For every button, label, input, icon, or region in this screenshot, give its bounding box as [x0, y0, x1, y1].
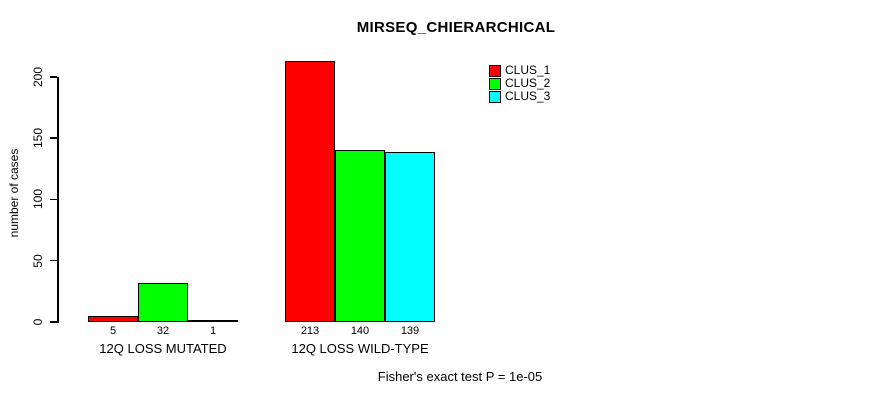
legend-item-label: CLUS_2 [505, 76, 551, 90]
y-axis-tick-label: 150 [31, 128, 45, 149]
bar-value-label: 213 [300, 325, 320, 337]
y-axis-line [57, 77, 59, 323]
bar-value-label: 32 [156, 325, 170, 337]
bar-value-label: 140 [350, 325, 370, 337]
category-label: 12Q LOSS MUTATED [99, 341, 227, 356]
bar-value-label: 1 [209, 325, 217, 337]
y-axis-tick [50, 76, 57, 78]
bar-value-label: 5 [109, 325, 117, 337]
y-axis-tick-label: 0 [31, 318, 45, 326]
category-label: 12Q LOSS WILD-TYPE [291, 341, 429, 356]
legend-item: CLUS_2 [489, 77, 550, 90]
y-axis-tick [50, 198, 57, 201]
y-axis-label: number of cases [7, 148, 21, 238]
bar-value-label: 139 [400, 325, 420, 337]
y-axis-tick-label: 100 [31, 189, 45, 210]
legend-item: CLUS_3 [489, 90, 550, 103]
bar-clus_1-group2 [285, 61, 335, 322]
clus_1-color-swatch [489, 64, 501, 77]
bar-clus_2-group1 [138, 283, 188, 322]
bar-clus_3-group2 [385, 152, 435, 322]
y-axis-tick-label: 200 [31, 66, 45, 87]
y-axis-tick [50, 137, 57, 139]
y-axis-tick-label: 50 [31, 254, 45, 268]
bar-clus_2-group2 [335, 150, 385, 322]
y-axis-tick [50, 259, 57, 262]
legend: CLUS_1 CLUS_2 CLUS_3 [489, 64, 550, 103]
bar-clus_1-group1 [88, 316, 138, 322]
y-axis-tick [50, 321, 57, 323]
legend-item-label: CLUS_3 [505, 89, 551, 103]
clus_2-color-swatch [489, 77, 501, 90]
bar-clus_3-group1 [188, 320, 238, 322]
annotation-text: Fisher's exact test P = 1e-05 [377, 369, 543, 384]
legend-item-label: CLUS_1 [505, 63, 551, 77]
chart-title: MIRSEQ_CHIERARCHICAL [356, 19, 556, 36]
clus_3-color-swatch [489, 90, 501, 103]
legend-item: CLUS_1 [489, 64, 550, 77]
